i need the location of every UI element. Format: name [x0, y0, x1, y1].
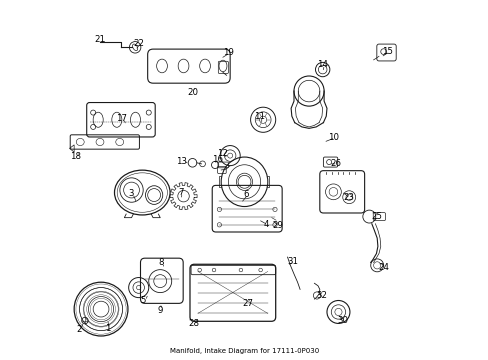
Text: 23: 23 [342, 193, 353, 202]
Text: 12: 12 [216, 149, 227, 158]
Text: 18: 18 [70, 152, 81, 161]
Text: 11: 11 [254, 112, 265, 121]
Text: 22: 22 [133, 39, 144, 48]
Text: 7: 7 [178, 188, 183, 197]
Text: Manifold, Intake Diagram for 17111-0P030: Manifold, Intake Diagram for 17111-0P030 [169, 348, 319, 354]
Text: 10: 10 [327, 133, 338, 142]
Text: 30: 30 [337, 316, 348, 325]
Text: 4: 4 [263, 220, 268, 229]
Text: 1: 1 [104, 324, 110, 333]
Text: 20: 20 [186, 87, 198, 96]
Text: 19: 19 [223, 48, 233, 57]
Text: 2: 2 [76, 325, 81, 334]
Text: 29: 29 [271, 221, 283, 230]
Text: 28: 28 [188, 319, 199, 328]
Text: 26: 26 [330, 159, 341, 168]
Text: 8: 8 [158, 258, 163, 267]
Text: 13: 13 [176, 157, 187, 166]
Text: 14: 14 [317, 60, 327, 69]
Text: 17: 17 [116, 114, 127, 123]
Text: 9: 9 [157, 306, 163, 315]
Text: 32: 32 [315, 291, 326, 300]
Text: 27: 27 [242, 299, 253, 308]
Text: 3: 3 [128, 189, 133, 198]
Text: 25: 25 [371, 212, 382, 221]
Text: 21: 21 [95, 35, 105, 44]
Text: 15: 15 [382, 47, 393, 56]
Text: 31: 31 [287, 257, 298, 266]
Text: 6: 6 [243, 190, 248, 199]
Text: 24: 24 [378, 264, 389, 273]
Text: 16: 16 [212, 155, 223, 164]
Text: 5: 5 [141, 296, 146, 305]
